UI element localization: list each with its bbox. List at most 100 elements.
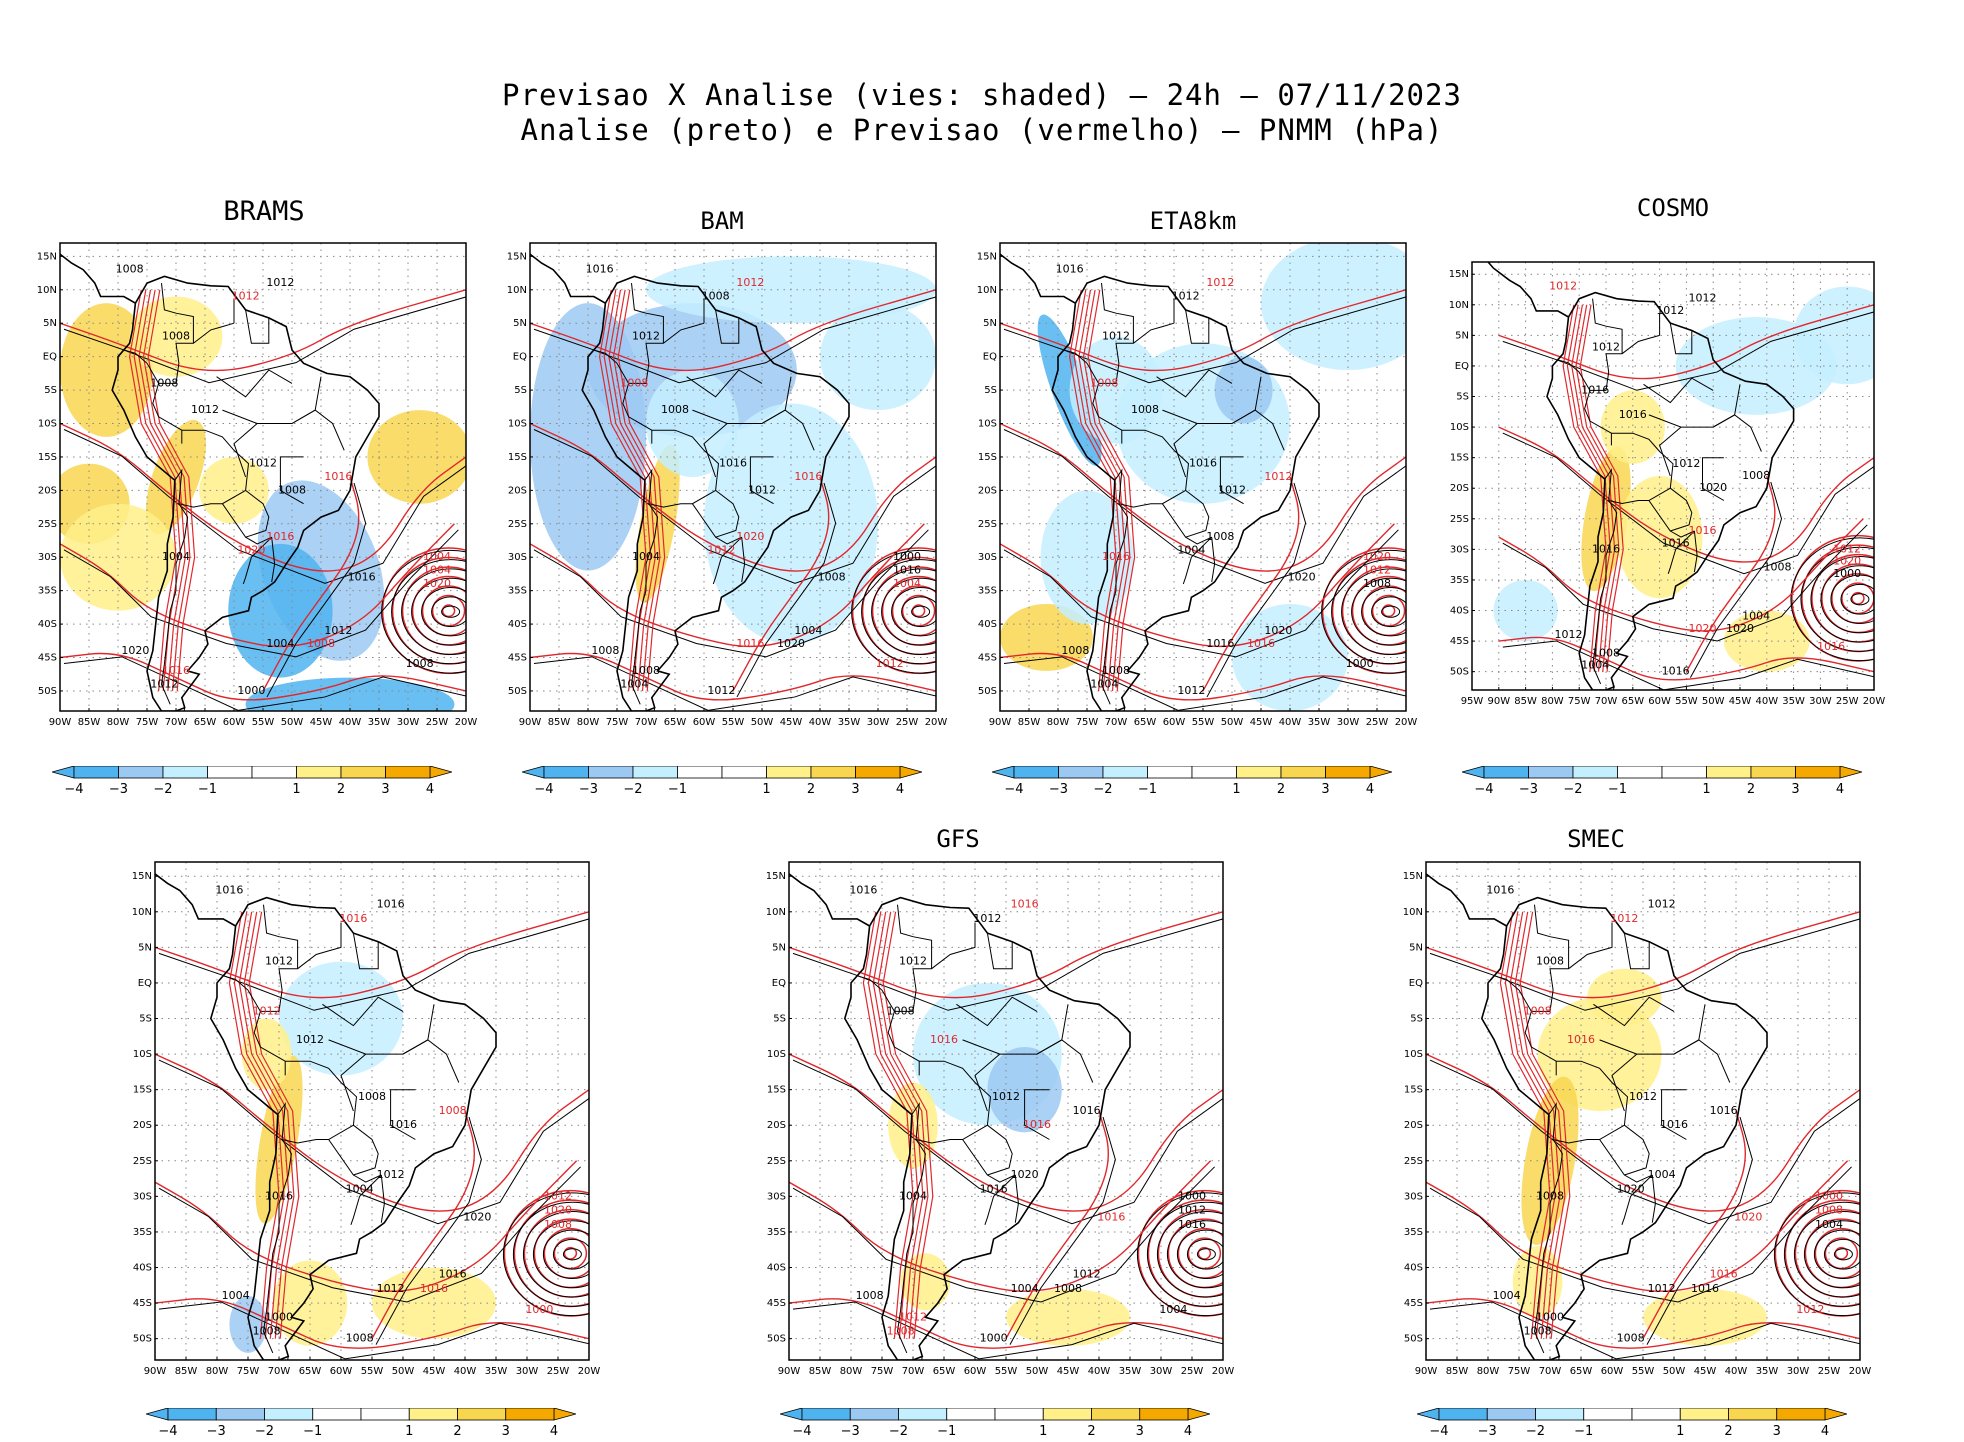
longitude-tick-label: 90W: [1487, 696, 1510, 707]
latitude-tick-label: 15S: [767, 1085, 786, 1096]
longitude-tick-label: 60W: [964, 1366, 987, 1377]
latitude-tick-label: 15S: [1404, 1085, 1423, 1096]
isobar-label: 1020: [1363, 550, 1391, 563]
isobar-label: 1012: [1218, 483, 1246, 496]
colorbar-tick-label: −3: [579, 782, 598, 796]
isobar-label: 1016: [1206, 637, 1234, 650]
isobar-label: 1016: [893, 564, 921, 577]
colorbar-segment: [810, 765, 856, 779]
isobar-label: 1004: [423, 550, 451, 563]
latitude-tick-label: EQ: [1409, 978, 1423, 989]
latitude-tick-label: 15S: [508, 452, 527, 463]
isobar-label: 1016: [215, 883, 243, 896]
isobar-label: 1012: [899, 1310, 927, 1323]
longitude-tick-label: 90W: [49, 717, 72, 728]
longitude-tick-label: 25W: [1366, 717, 1389, 728]
colorbar-tick-label: −4: [1474, 782, 1493, 796]
isobar-label: 1016: [1691, 1282, 1719, 1295]
colorbar-smec: −4 −3 −2 −1 1 2 3 4: [1415, 1407, 1849, 1439]
isobar-label: 1008: [307, 637, 335, 650]
colorbar-tick-label: −3: [841, 1424, 860, 1438]
colorbar-segment: [360, 1407, 410, 1421]
latitude-tick-label: 30S: [1404, 1191, 1423, 1202]
colorbar-tick-label: 2: [1087, 1424, 1095, 1438]
isobar-label: 1020: [1617, 1182, 1645, 1195]
panel-title-eta8km: ETA8km: [1149, 207, 1237, 235]
colorbar-segment: [251, 765, 297, 779]
latitude-tick-label: 5S: [1410, 1014, 1423, 1025]
colorbar-tick-label: −3: [207, 1424, 226, 1438]
colorbar-segment: [946, 1407, 996, 1421]
longitude-tick-label: 60W: [223, 717, 246, 728]
isobar-label: 1016: [1817, 640, 1845, 653]
panel-title-bam: BAM: [700, 207, 744, 235]
latitude-tick-label: 20S: [38, 485, 57, 496]
isobar-label: 1000: [265, 1310, 293, 1323]
colorbar-segment: [215, 1407, 265, 1421]
colorbar-segment: [994, 1407, 1044, 1421]
colorbar-segment: [1795, 765, 1841, 779]
panel-title-smec: SMEC: [1567, 825, 1625, 853]
isobar-label: 1008: [1524, 1004, 1552, 1017]
longitude-tick-label: 85W: [175, 1366, 198, 1377]
colorbar-eta8km: −4 −3 −2 −1 1 2 3 4: [990, 765, 1394, 797]
isobar-label: 1004: [222, 1289, 250, 1302]
bias-shading: [1587, 968, 1662, 1026]
longitude-tick-label: 30W: [1150, 1366, 1173, 1377]
colorbar-tick-label: −3: [109, 782, 128, 796]
isobar-label: 1008: [1592, 646, 1620, 659]
latitude-tick-label: 10S: [508, 419, 527, 430]
longitude-tick-label: 40W: [454, 1366, 477, 1377]
latitude-tick-label: 25S: [508, 519, 527, 530]
longitude-tick-label: 95W: [1461, 696, 1484, 707]
colorbar-tick-label: 3: [851, 782, 859, 796]
colorbar-tick-label: 3: [502, 1424, 510, 1438]
isobar-label: 1012: [253, 1004, 281, 1017]
latitude-tick-label: 5N: [1455, 330, 1469, 341]
latitude-tick-label: 50S: [767, 1334, 786, 1345]
map-svg-smec: 1016101210121008100810161016101210161008…: [1403, 861, 1871, 1377]
isobar-label: 1008: [620, 376, 648, 389]
isobar-label: 1020: [777, 637, 805, 650]
colorbar-segment: [1191, 765, 1237, 779]
isobar-label: 1016: [980, 1182, 1008, 1195]
latitude-tick-label: 50S: [508, 686, 527, 697]
panel-title-gfs: GFS: [936, 825, 980, 853]
isobar-label: 1016: [719, 457, 747, 470]
longitude-tick-label: 55W: [722, 717, 745, 728]
isobar-label: 1016: [1567, 1033, 1595, 1046]
longitude-tick-label: 80W: [1541, 696, 1564, 707]
colorbar-segment: [296, 765, 342, 779]
latitude-tick-label: 50S: [133, 1334, 152, 1345]
longitude-tick-label: 70W: [165, 717, 188, 728]
isobar-label: 1016: [266, 530, 294, 543]
colorbar-tick-label: 2: [1724, 1424, 1732, 1438]
isobar-label: 1012: [748, 483, 776, 496]
longitude-tick-label: 50W: [1663, 1366, 1686, 1377]
longitude-tick-label: 85W: [78, 717, 101, 728]
isobar-label: 1012: [377, 1282, 405, 1295]
isobar-label: 1004: [1090, 677, 1118, 690]
latitude-tick-label: 45S: [978, 653, 997, 664]
latitude-tick-label: 10N: [1449, 300, 1469, 311]
colorbar-tick-label: 3: [1321, 782, 1329, 796]
latitude-tick-label: 10N: [37, 285, 57, 296]
coastline: [1546, 291, 1795, 690]
longitude-tick-label: 30W: [397, 717, 420, 728]
longitude-tick-label: 25W: [896, 717, 919, 728]
map-svg-eta8km: 1016101210121012100810081012101610121016…: [977, 242, 1417, 728]
longitude-tick-label: 50W: [751, 717, 774, 728]
isobar-label: 1016: [389, 1118, 417, 1131]
latitude-tick-label: 35S: [1404, 1227, 1423, 1238]
colorbar-segment: [1438, 1407, 1488, 1421]
longitude-tick-label: 90W: [144, 1366, 167, 1377]
colorbar-tick-label: −2: [255, 1424, 274, 1438]
latitude-tick-label: 15N: [1449, 269, 1469, 280]
isobar-label: 1016: [849, 883, 877, 896]
latitude-tick-label: EQ: [1455, 361, 1469, 372]
figure-title-line2: Analise (preto) e Previsao (vermelho) – …: [520, 113, 1444, 147]
longitude-tick-label: 55W: [361, 1366, 384, 1377]
isobar-label: 1016: [1660, 1118, 1688, 1131]
isobar-label: 1012: [1102, 330, 1130, 343]
longitude-tick-label: 20W: [1395, 717, 1418, 728]
